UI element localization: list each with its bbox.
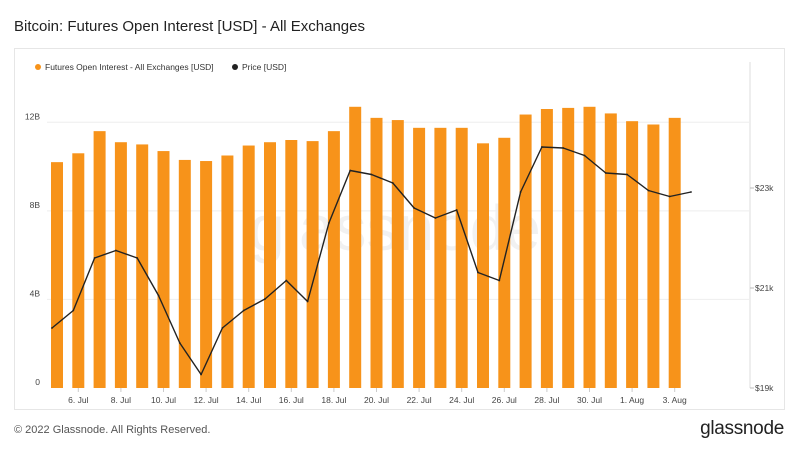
oi-bar [604,113,617,388]
oi-bar [306,141,319,388]
oi-bar [93,131,106,388]
y-right-tick-label: $23k [755,183,774,193]
x-tick-label: 18. Jul [321,395,346,405]
oi-bar [178,159,191,388]
price-point [93,257,96,259]
price-point [668,195,671,198]
x-tick-label: 16. Jul [279,395,304,405]
x-tick-label: 8. Jul [111,395,131,405]
oi-bar [72,153,85,388]
price-point [413,207,415,209]
x-tick-label: 20. Jul [364,395,389,405]
price-point [178,342,181,344]
oi-bar [519,114,532,389]
price-point [306,300,309,303]
chart-title: Bitcoin: Futures Open Interest [USD] - A… [14,18,365,35]
x-tick-label: 26. Jul [492,395,517,405]
price-point [604,172,607,174]
oi-bar [647,124,660,388]
legend-oi-marker [35,64,41,70]
x-tick-label: 1. Aug [620,395,644,405]
y-left-tick-label: 8B [30,200,41,210]
legend-oi-label: Futures Open Interest - All Exchanges [U… [45,62,214,72]
price-point [498,279,501,282]
chart-frame [14,48,785,410]
price-point [434,217,437,219]
oi-bar [242,145,255,388]
x-tick-label: 24. Jul [449,395,474,405]
y-left-tick-label: 0 [35,377,40,387]
y-left-tick-label: 4B [30,288,41,298]
price-point [136,257,139,259]
legend-price-label: Price [USD] [242,62,286,72]
oi-bar [200,161,213,388]
oi-bar [455,127,468,389]
price-point [647,189,650,192]
price-point [51,327,53,329]
price-point [264,298,266,300]
price-point [285,279,288,282]
y-right-tick-label: $19k [755,383,774,393]
oi-bar [391,120,404,389]
price-point [477,271,479,274]
price-point [72,309,75,312]
y-right-tick-label: $21k [755,283,774,293]
oi-bar [540,109,553,388]
oi-bar [583,106,596,389]
oi-bar [434,127,447,389]
price-point [583,154,586,157]
price-point [200,373,203,376]
price-point [370,173,373,176]
oi-bar [668,117,681,388]
oi-bar [562,107,575,389]
oi-bar [285,140,298,388]
oi-bar [221,155,234,388]
oi-bar [370,117,383,388]
price-point [690,191,692,193]
price-point [115,249,117,252]
price-point [455,209,458,211]
price-point [541,146,543,148]
copyright-footer: © 2022 Glassnode. All Rights Reserved. [14,424,211,436]
price-point [157,294,160,297]
price-point [221,327,224,329]
oi-bar [327,131,340,388]
x-tick-label: 28. Jul [534,395,559,405]
oi-bar [413,127,426,389]
price-point [626,173,628,176]
oi-bar [498,137,511,388]
x-tick-label: 12. Jul [194,395,219,405]
glassnode-logo: glassnode [700,418,784,439]
legend-price-marker [232,64,238,70]
price-point [242,309,245,312]
x-tick-label: 6. Jul [68,395,88,405]
oi-bar [51,162,63,388]
price-point [562,147,565,149]
oi-bar [626,121,639,388]
oi-bar [264,142,276,388]
x-tick-label: 3. Aug [663,395,687,405]
oi-bar [157,151,170,388]
oi-bar [349,106,362,389]
price-point [328,222,330,224]
x-tick-label: 10. Jul [151,395,176,405]
y-left-tick-label: 12B [25,111,40,121]
oi-bar [477,143,489,388]
price-point [391,182,394,184]
price-point [349,169,352,172]
x-tick-label: 14. Jul [236,395,261,405]
price-point [519,191,522,193]
oi-bar [114,142,127,388]
x-tick-label: 30. Jul [577,395,602,405]
x-tick-label: 22. Jul [407,395,432,405]
